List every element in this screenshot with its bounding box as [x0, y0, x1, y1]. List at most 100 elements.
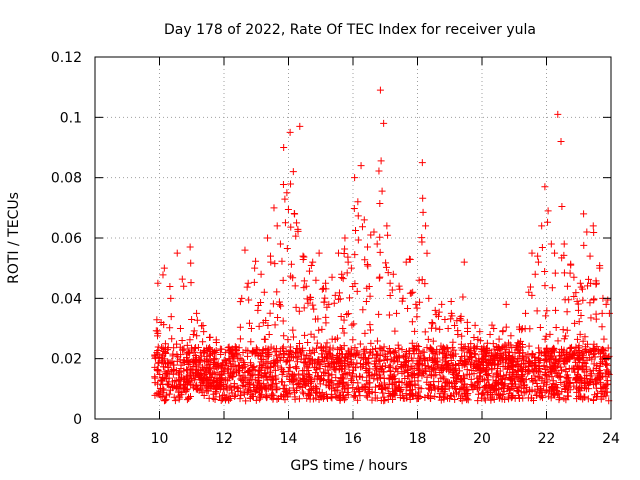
data-point: [414, 391, 422, 399]
data-point: [340, 375, 348, 383]
data-point: [538, 349, 546, 357]
data-point: [293, 219, 301, 227]
data-point: [183, 366, 191, 374]
data-point: [481, 396, 489, 404]
data-point: [246, 372, 254, 380]
data-point: [197, 382, 205, 390]
data-point: [339, 275, 347, 283]
data-point: [236, 387, 244, 395]
data-point: [280, 144, 288, 151]
data-point: [461, 357, 469, 365]
data-point: [340, 365, 348, 373]
data-point: [212, 384, 220, 392]
x-tick-label: 14: [280, 431, 298, 447]
data-point: [443, 379, 451, 387]
data-point: [437, 396, 445, 404]
data-point: [212, 362, 220, 370]
data-point: [317, 343, 325, 351]
x-tick-label: 10: [151, 431, 169, 447]
data-point: [544, 218, 552, 226]
data-point: [592, 384, 600, 392]
data-point: [511, 349, 519, 357]
x-tick-label: 8: [91, 431, 100, 447]
data-point: [307, 261, 315, 269]
data-point: [169, 384, 177, 392]
data-point: [295, 307, 303, 315]
data-point: [352, 226, 360, 234]
data-point: [238, 377, 246, 385]
data-point: [520, 360, 528, 368]
data-point: [591, 375, 599, 383]
data-point: [296, 340, 304, 348]
data-point: [510, 368, 518, 376]
data-point: [447, 357, 455, 365]
data-point: [434, 385, 442, 393]
data-point: [585, 275, 593, 283]
data-point: [187, 279, 195, 287]
data-point: [452, 360, 460, 368]
y-tick-label: 0.12: [51, 50, 82, 66]
data-point: [193, 316, 201, 324]
data-point: [536, 374, 544, 382]
data-point: [236, 298, 244, 306]
data-point: [598, 323, 606, 331]
data-point: [386, 375, 394, 383]
data-point: [292, 303, 300, 311]
data-point: [600, 383, 608, 391]
data-point: [542, 372, 550, 380]
data-point: [320, 298, 328, 306]
data-point: [514, 374, 522, 382]
data-point: [366, 292, 374, 300]
data-point: [201, 347, 209, 355]
data-point: [404, 304, 412, 312]
data-point: [391, 347, 399, 355]
data-point: [303, 352, 311, 360]
data-point: [299, 344, 307, 352]
data-point: [525, 288, 533, 296]
x-axis-label: GPS time / hours: [290, 458, 407, 474]
data-point: [251, 366, 259, 374]
data-point: [437, 374, 445, 382]
data-point: [278, 257, 286, 265]
data-point: [431, 306, 439, 314]
data-point: [534, 258, 542, 266]
data-point: [327, 385, 335, 393]
data-point: [452, 378, 460, 386]
data-point: [325, 359, 333, 367]
data-point: [204, 345, 212, 353]
data-point: [358, 223, 366, 231]
data-point: [586, 252, 594, 260]
data-point: [387, 371, 395, 379]
data-point: [329, 358, 337, 366]
data-point: [318, 350, 326, 358]
data-point: [157, 384, 165, 392]
data-point: [598, 387, 606, 395]
data-point: [389, 270, 397, 278]
data-point: [535, 368, 543, 376]
data-point: [382, 263, 390, 271]
data-point: [306, 386, 314, 394]
data-point: [423, 249, 431, 257]
data-point: [396, 285, 404, 293]
data-point: [485, 381, 493, 389]
data-point: [487, 349, 495, 357]
data-point: [257, 366, 265, 374]
data-point: [349, 366, 357, 374]
data-point: [421, 328, 429, 336]
data-point: [365, 282, 373, 290]
data-point: [265, 373, 273, 381]
data-point: [165, 390, 173, 398]
data-point: [503, 355, 511, 363]
data-point: [292, 354, 300, 362]
data-point: [471, 351, 479, 359]
data-point: [580, 210, 588, 218]
data-point: [342, 353, 350, 361]
data-point: [353, 347, 361, 355]
data-point: [528, 366, 536, 374]
data-point: [161, 368, 169, 376]
data-point: [355, 372, 363, 380]
data-point: [387, 392, 395, 400]
data-point: [296, 382, 304, 390]
data-point: [567, 260, 575, 268]
data-point: [277, 392, 285, 400]
